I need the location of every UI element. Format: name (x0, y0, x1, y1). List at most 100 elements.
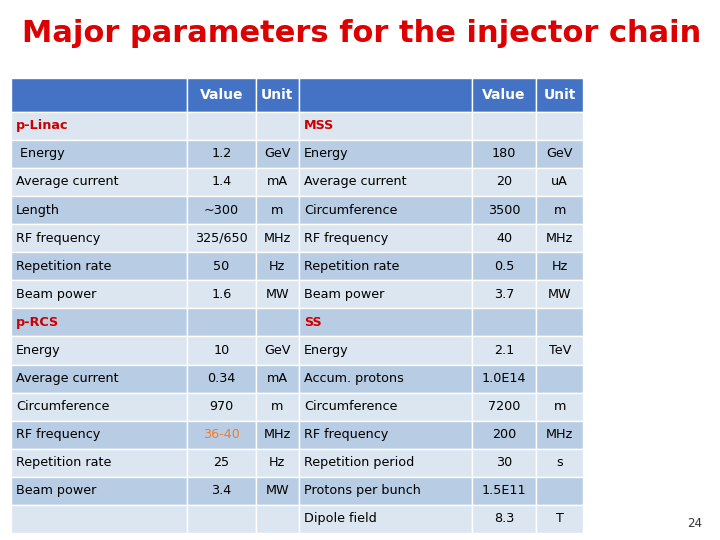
Text: 3.4: 3.4 (211, 484, 232, 497)
Bar (11, 336, 187, 365)
Text: Dipole field: Dipole field (304, 512, 377, 525)
Bar (187, 336, 256, 365)
Bar (256, 364, 299, 393)
Text: 2.1: 2.1 (494, 344, 514, 357)
Bar (472, 336, 536, 365)
Text: Hz: Hz (269, 456, 285, 469)
Text: 24: 24 (687, 517, 702, 530)
Bar (536, 449, 583, 477)
Text: 0.34: 0.34 (207, 372, 235, 385)
Bar (299, 308, 472, 336)
Text: 970: 970 (210, 400, 233, 413)
Bar (187, 252, 256, 280)
Text: s: s (557, 456, 563, 469)
Text: Average current: Average current (16, 372, 119, 385)
Text: MW: MW (266, 288, 289, 301)
Bar (11, 280, 187, 308)
Text: GeV: GeV (264, 344, 290, 357)
Text: TeV: TeV (549, 344, 571, 357)
Text: MHz: MHz (546, 428, 573, 441)
Bar (187, 505, 256, 533)
Bar (256, 477, 299, 505)
Text: 0.5: 0.5 (494, 260, 514, 273)
Bar (536, 196, 583, 224)
Text: Length: Length (16, 204, 60, 217)
Bar (299, 252, 472, 280)
Text: Energy: Energy (16, 344, 60, 357)
Text: Average current: Average current (304, 176, 407, 188)
Bar (256, 168, 299, 196)
Bar (472, 505, 536, 533)
Text: Energy: Energy (304, 344, 348, 357)
Text: Repetition period: Repetition period (304, 456, 414, 469)
Bar (11, 449, 187, 477)
Bar (256, 393, 299, 421)
Bar (256, 308, 299, 336)
Text: Repetition rate: Repetition rate (304, 260, 399, 273)
Text: Beam power: Beam power (16, 288, 96, 301)
Text: 180: 180 (492, 147, 516, 160)
Text: RF frequency: RF frequency (304, 428, 388, 441)
Bar (299, 168, 472, 196)
Text: m: m (554, 400, 566, 413)
Bar (256, 280, 299, 308)
Text: MHz: MHz (546, 232, 573, 245)
Bar (299, 505, 472, 533)
Text: Unit: Unit (261, 88, 293, 102)
Bar (472, 421, 536, 449)
Bar (187, 140, 256, 168)
Bar (11, 421, 187, 449)
Bar (536, 336, 583, 365)
Bar (256, 252, 299, 280)
Text: Repetition rate: Repetition rate (16, 260, 111, 273)
Bar (472, 364, 536, 393)
Text: m: m (554, 204, 566, 217)
Bar (299, 393, 472, 421)
Text: 20: 20 (496, 176, 512, 188)
Text: Unit: Unit (544, 88, 576, 102)
Text: Accum. protons: Accum. protons (304, 372, 404, 385)
Bar (256, 336, 299, 365)
Bar (536, 168, 583, 196)
Bar (299, 449, 472, 477)
Bar (187, 112, 256, 140)
Bar (536, 112, 583, 140)
Bar (187, 364, 256, 393)
Bar (536, 224, 583, 252)
Bar (11, 308, 187, 336)
Text: 50: 50 (213, 260, 230, 273)
Text: 1.2: 1.2 (211, 147, 232, 160)
Bar (472, 252, 536, 280)
Bar (536, 421, 583, 449)
Bar (256, 505, 299, 533)
Text: RF frequency: RF frequency (304, 232, 388, 245)
Bar (299, 280, 472, 308)
Text: 3500: 3500 (487, 204, 521, 217)
Text: T: T (556, 512, 564, 525)
Bar (11, 505, 187, 533)
Bar (536, 477, 583, 505)
Bar (11, 364, 187, 393)
Bar (187, 393, 256, 421)
Text: mA: mA (266, 176, 288, 188)
Bar (536, 140, 583, 168)
Text: RF frequency: RF frequency (16, 232, 100, 245)
Text: m: m (271, 400, 284, 413)
Bar (187, 477, 256, 505)
Text: 1.4: 1.4 (211, 176, 232, 188)
Bar (536, 364, 583, 393)
Text: Average current: Average current (16, 176, 119, 188)
Bar (187, 224, 256, 252)
Bar (299, 78, 472, 112)
Text: 200: 200 (492, 428, 516, 441)
Bar (472, 224, 536, 252)
Bar (256, 78, 299, 112)
Text: p-Linac: p-Linac (16, 119, 68, 132)
Bar (472, 393, 536, 421)
Text: ~300: ~300 (204, 204, 239, 217)
Text: MHz: MHz (264, 232, 291, 245)
Bar (187, 168, 256, 196)
Bar (472, 168, 536, 196)
Bar (11, 252, 187, 280)
Text: mA: mA (266, 372, 288, 385)
